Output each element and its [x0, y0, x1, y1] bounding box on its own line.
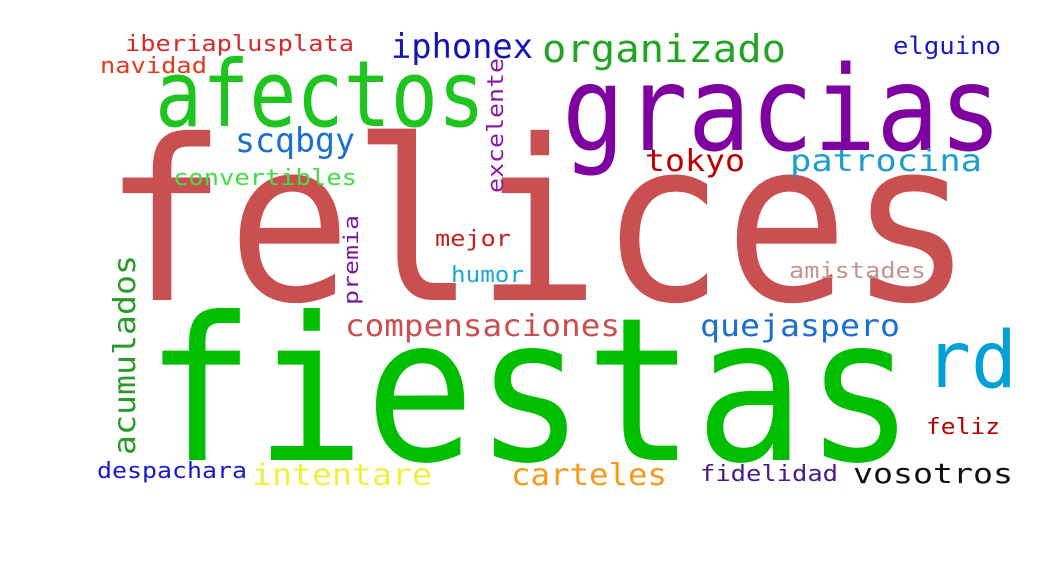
word-organizado: organizado: [542, 27, 786, 71]
word-fiestas: fiestas: [145, 275, 915, 508]
word-humor: humor: [451, 263, 524, 288]
word-amistades: amistades: [789, 259, 926, 284]
word-feliz: feliz: [926, 415, 1000, 440]
word-iberiaplusplata: iberiaplusplata: [125, 32, 354, 57]
word-excelente: excelente: [484, 58, 509, 193]
word-iphonex: iphonex: [391, 27, 533, 67]
word-tokyo: tokyo: [645, 144, 745, 179]
word-afectos: afectos: [155, 41, 485, 148]
word-intentare: intentare: [252, 458, 432, 493]
word-acumulados: acumulados: [108, 255, 143, 455]
word-elguino: elguino: [893, 32, 1001, 60]
word-navidad: navidad: [100, 54, 207, 79]
word-convertibles: convertibles: [173, 166, 357, 191]
word-despachara: despachara: [97, 459, 247, 484]
word-compensaciones: compensaciones: [345, 309, 620, 344]
word-vosotros: vosotros: [853, 457, 1013, 490]
word-patrocina: patrocina: [790, 144, 982, 179]
word-scqbgy: scqbgy: [235, 121, 355, 161]
word-quejaspero: quejaspero: [700, 309, 900, 344]
word-mejor: mejor: [435, 227, 511, 252]
word-fidelidad: fidelidad: [700, 462, 838, 487]
word-premia: premia: [339, 215, 363, 305]
word-carteles: carteles: [511, 458, 667, 493]
word-gracias: gracias: [562, 40, 1002, 178]
word-rd: rd: [925, 316, 1017, 406]
word-felices: felices: [103, 92, 973, 353]
